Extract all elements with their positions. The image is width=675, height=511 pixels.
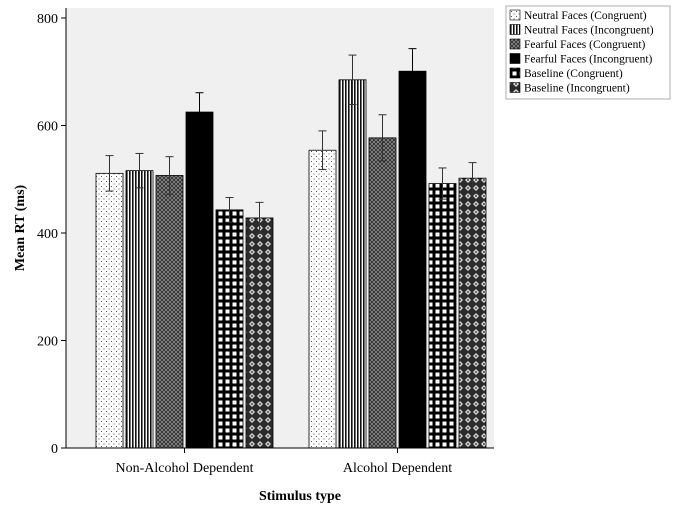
legend-swatch bbox=[509, 9, 521, 21]
y-tick-label: 400 bbox=[37, 227, 58, 242]
legend-label: Fearful Faces (Congruent) bbox=[524, 39, 646, 51]
legend-label: Neutral Faces (Congruent) bbox=[524, 10, 647, 22]
legend-swatch bbox=[509, 38, 521, 50]
y-tick-label: 800 bbox=[37, 12, 58, 27]
x-axis-title: Stimulus type bbox=[259, 489, 341, 504]
legend-frame bbox=[505, 5, 671, 100]
bar bbox=[368, 137, 397, 449]
legend-swatch bbox=[509, 82, 521, 93]
bar bbox=[185, 111, 214, 449]
bar bbox=[215, 209, 244, 449]
y-tick-label: 600 bbox=[37, 120, 58, 135]
bar bbox=[125, 170, 154, 449]
legend-label: Baseline (Incongruent) bbox=[524, 83, 630, 95]
y-tick-label: 0 bbox=[51, 442, 58, 457]
legend: Neutral Faces (Congruent) Neutral Faces (… bbox=[505, 5, 671, 100]
legend-swatch bbox=[509, 24, 521, 35]
legend-label: Fearful Faces (Incongruent) bbox=[524, 54, 653, 66]
bar bbox=[458, 177, 487, 449]
bar bbox=[308, 149, 337, 449]
bar bbox=[245, 217, 274, 449]
x-ticks: Non-Alcohol Dependent Alcohol Dependent bbox=[115, 448, 452, 476]
y-axis-title: Mean RT (ms) bbox=[13, 184, 28, 271]
y-tick-label: 200 bbox=[37, 335, 58, 350]
bar bbox=[155, 175, 184, 449]
legend-label: Neutral Faces (Incongruent) bbox=[524, 25, 654, 37]
x-tick-label: Alcohol Dependent bbox=[343, 461, 452, 476]
bar bbox=[398, 70, 427, 449]
bars-layer bbox=[95, 70, 487, 449]
y-ticks: 0 200 400 600 800 bbox=[37, 12, 66, 457]
bar bbox=[338, 79, 367, 449]
legend-swatch bbox=[509, 53, 521, 64]
error-bars-layer bbox=[105, 48, 477, 235]
bar bbox=[95, 172, 124, 449]
legend-label: Baseline (Congruent) bbox=[524, 68, 623, 80]
bar bbox=[428, 183, 457, 449]
legend-swatch bbox=[509, 67, 521, 79]
x-tick-label: Non-Alcohol Dependent bbox=[115, 461, 253, 476]
